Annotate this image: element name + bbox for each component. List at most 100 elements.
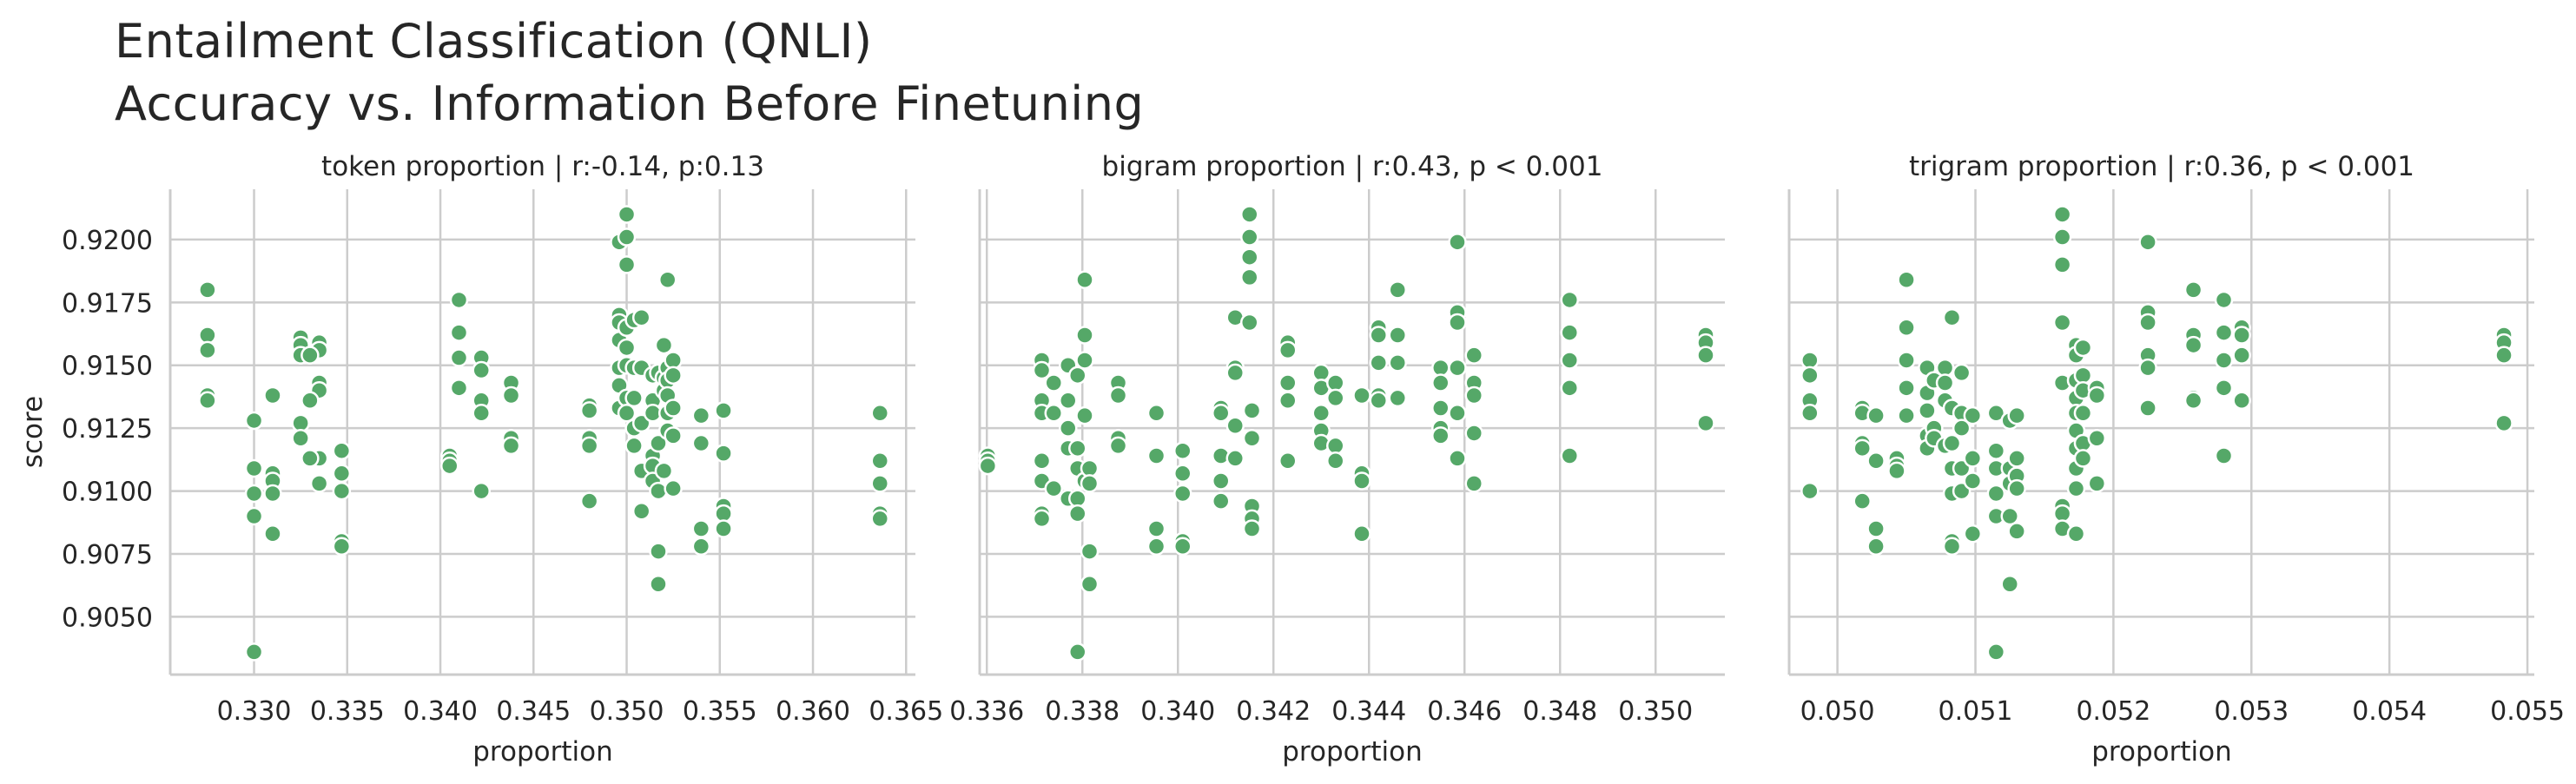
scatter-point xyxy=(1963,405,1983,425)
scatter-point xyxy=(2183,280,2203,300)
scatter-points xyxy=(1800,205,2513,662)
scatter-point xyxy=(631,307,651,327)
scatter-point xyxy=(1240,267,1259,287)
scatter-point xyxy=(440,456,459,476)
scatter-point xyxy=(1032,509,1052,529)
scatter-point xyxy=(617,338,637,358)
scatter-point xyxy=(649,542,668,561)
scatter-point xyxy=(1225,363,1245,383)
scatter-point xyxy=(624,436,644,456)
scatter-point xyxy=(1986,404,2006,423)
scatter-point xyxy=(1068,438,1087,458)
x-tick-label: 0.340 xyxy=(1140,696,1215,727)
scatter-point xyxy=(1080,574,1100,594)
scatter-point xyxy=(1242,428,1262,448)
scatter-point xyxy=(1032,451,1052,471)
scatter-point xyxy=(198,280,217,300)
scatter-point xyxy=(1963,471,1983,491)
scatter-point xyxy=(1173,441,1192,460)
scatter-point xyxy=(1897,351,1916,370)
scatter-point xyxy=(449,290,469,310)
scatter-point xyxy=(691,519,711,538)
scatter-point xyxy=(1963,449,1983,468)
scatter-point xyxy=(657,270,677,290)
scatter-point xyxy=(449,379,469,398)
scatter-point xyxy=(301,449,320,468)
scatter-point xyxy=(2214,323,2234,342)
x-tick-label: 0.330 xyxy=(217,696,292,727)
scatter-point xyxy=(654,335,674,355)
scatter-point xyxy=(1075,405,1094,425)
scatter-point xyxy=(1866,451,1886,471)
scatter-point xyxy=(1866,405,1886,425)
scatter-point xyxy=(1800,404,1820,423)
y-tick-label: 0.9100 xyxy=(62,478,153,508)
scatter-point xyxy=(332,537,352,557)
scatter-point xyxy=(2066,524,2086,544)
scatter-point xyxy=(664,478,683,498)
scatter-point xyxy=(1146,404,1166,423)
scatter-point xyxy=(332,481,352,501)
scatter-point xyxy=(1897,405,1916,425)
scatter-point xyxy=(332,441,352,460)
scatter-point xyxy=(2183,391,2203,411)
scatter-point xyxy=(1952,418,1972,438)
scatter-point xyxy=(472,481,491,501)
scatter-point xyxy=(2073,449,2093,468)
scatter-point xyxy=(244,458,264,478)
scatter-point xyxy=(1326,388,1345,408)
scatter-point xyxy=(1448,404,1467,423)
scatter-point xyxy=(2052,227,2072,247)
scatter-point xyxy=(1431,399,1450,418)
scatter-point xyxy=(1075,270,1094,290)
scatter-point xyxy=(263,385,282,405)
scatter-point xyxy=(1696,413,1715,433)
scatter-point xyxy=(1942,537,1962,557)
scatter-point xyxy=(2087,474,2107,493)
scatter-point xyxy=(1918,401,1937,420)
y-tick-label: 0.9075 xyxy=(62,540,153,570)
scatter-point xyxy=(1464,424,1483,443)
x-tick-label: 0.053 xyxy=(2214,696,2289,727)
scatter-point xyxy=(664,399,683,418)
scatter-point xyxy=(1326,451,1345,471)
scatter-point xyxy=(1464,385,1483,405)
scatter-point xyxy=(579,401,599,420)
scatter-point xyxy=(649,574,668,594)
scatter-point xyxy=(1044,373,1063,392)
scatter-point xyxy=(244,642,264,662)
x-tick-label: 0.051 xyxy=(1939,696,2013,727)
scatter-point xyxy=(1278,340,1298,360)
scatter-point xyxy=(714,444,733,463)
scatter-point xyxy=(1278,391,1298,411)
scatter-point xyxy=(1044,478,1063,498)
scatter-point xyxy=(2007,449,2026,468)
scatter-point xyxy=(664,366,683,385)
scatter-point xyxy=(1560,446,1579,465)
scatter-point xyxy=(301,391,320,411)
scatter-point xyxy=(2007,405,2026,425)
scatter-point xyxy=(2214,351,2234,370)
x-tick-label: 0.054 xyxy=(2352,696,2427,727)
scatter-point xyxy=(2007,478,2026,498)
figure-title-line-1: Entailment Classification (QNLI) xyxy=(115,14,873,69)
panel-2: 0.336 0.338 0.340 0.342 0.344 0.346 0.348 0.350… xyxy=(949,151,1725,768)
scatter-point xyxy=(1146,537,1166,557)
scatter-point xyxy=(691,433,711,453)
figure-title-line-2: Accuracy vs. Information Before Finetuni… xyxy=(115,76,1145,131)
panel-title: trigram proportion | r:0.36, p < 0.001 xyxy=(1909,151,2414,182)
panel-title: token proportion | r:-0.14, p:0.13 xyxy=(321,151,764,182)
scatter-point xyxy=(1311,404,1331,423)
x-tick-label: 0.340 xyxy=(403,696,478,727)
scatter-point xyxy=(579,491,599,511)
scatter-point xyxy=(1240,247,1259,267)
scatter-point xyxy=(1448,233,1467,252)
scatter-point xyxy=(1173,484,1192,504)
scatter-point xyxy=(291,428,310,448)
scatter-point xyxy=(1388,353,1407,372)
scatter-point xyxy=(1986,484,2006,504)
x-tick-label: 0.336 xyxy=(949,696,1024,727)
panel-3: 0.050 0.051 0.052 0.053 0.054 0.055 trigram pr… xyxy=(1787,151,2565,768)
scatter-point xyxy=(691,537,711,557)
scatter-point xyxy=(1146,519,1166,538)
